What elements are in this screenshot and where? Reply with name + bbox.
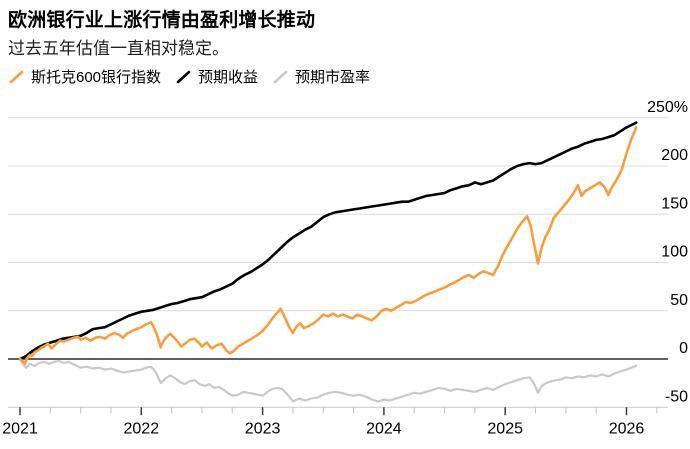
legend-slash-icon — [9, 70, 24, 83]
x-axis-label: 2025 — [487, 420, 523, 437]
legend-item-label: 斯托克600银行指数 — [31, 69, 162, 86]
series-line-斯托克600银行指数 — [18, 126, 638, 366]
legend-slash-icon — [273, 70, 288, 83]
legend-slash-icon — [176, 70, 191, 83]
series-line-预期市盈率 — [18, 357, 638, 403]
y-axis-label: 0 — [679, 340, 688, 357]
x-axis-label: 2021 — [2, 420, 38, 437]
y-axis-label: -50 — [665, 388, 688, 405]
legend-item-forward-earnings: 预期收益 — [175, 66, 258, 87]
y-axis-label: 150 — [661, 195, 688, 212]
chart-subtitle: 过去五年估值一直相对稳定。 — [8, 39, 229, 58]
legend-item-forward-pe: 预期市盈率 — [272, 66, 370, 87]
legend: 斯托克600银行指数 预期收益 预期市盈率 — [8, 66, 370, 87]
y-axis-label: 50 — [670, 292, 688, 309]
x-axis-label: 2023 — [245, 420, 281, 437]
x-axis-label: 2024 — [366, 420, 402, 437]
legend-item-label: 预期市盈率 — [295, 69, 371, 86]
y-axis-label: 200 — [661, 147, 688, 164]
series-line-预期收益 — [18, 121, 638, 361]
x-axis-label: 2022 — [124, 420, 160, 437]
legend-item-label: 预期收益 — [198, 69, 259, 86]
y-axis-label: 250% — [647, 99, 688, 116]
legend-item-stoxx600-banks: 斯托克600银行指数 — [8, 66, 161, 87]
x-axis-label: 2026 — [609, 420, 645, 437]
chart-title: 欧洲银行业上涨行情由盈利增长推动 — [8, 10, 316, 31]
y-axis-label: 100 — [661, 244, 688, 261]
